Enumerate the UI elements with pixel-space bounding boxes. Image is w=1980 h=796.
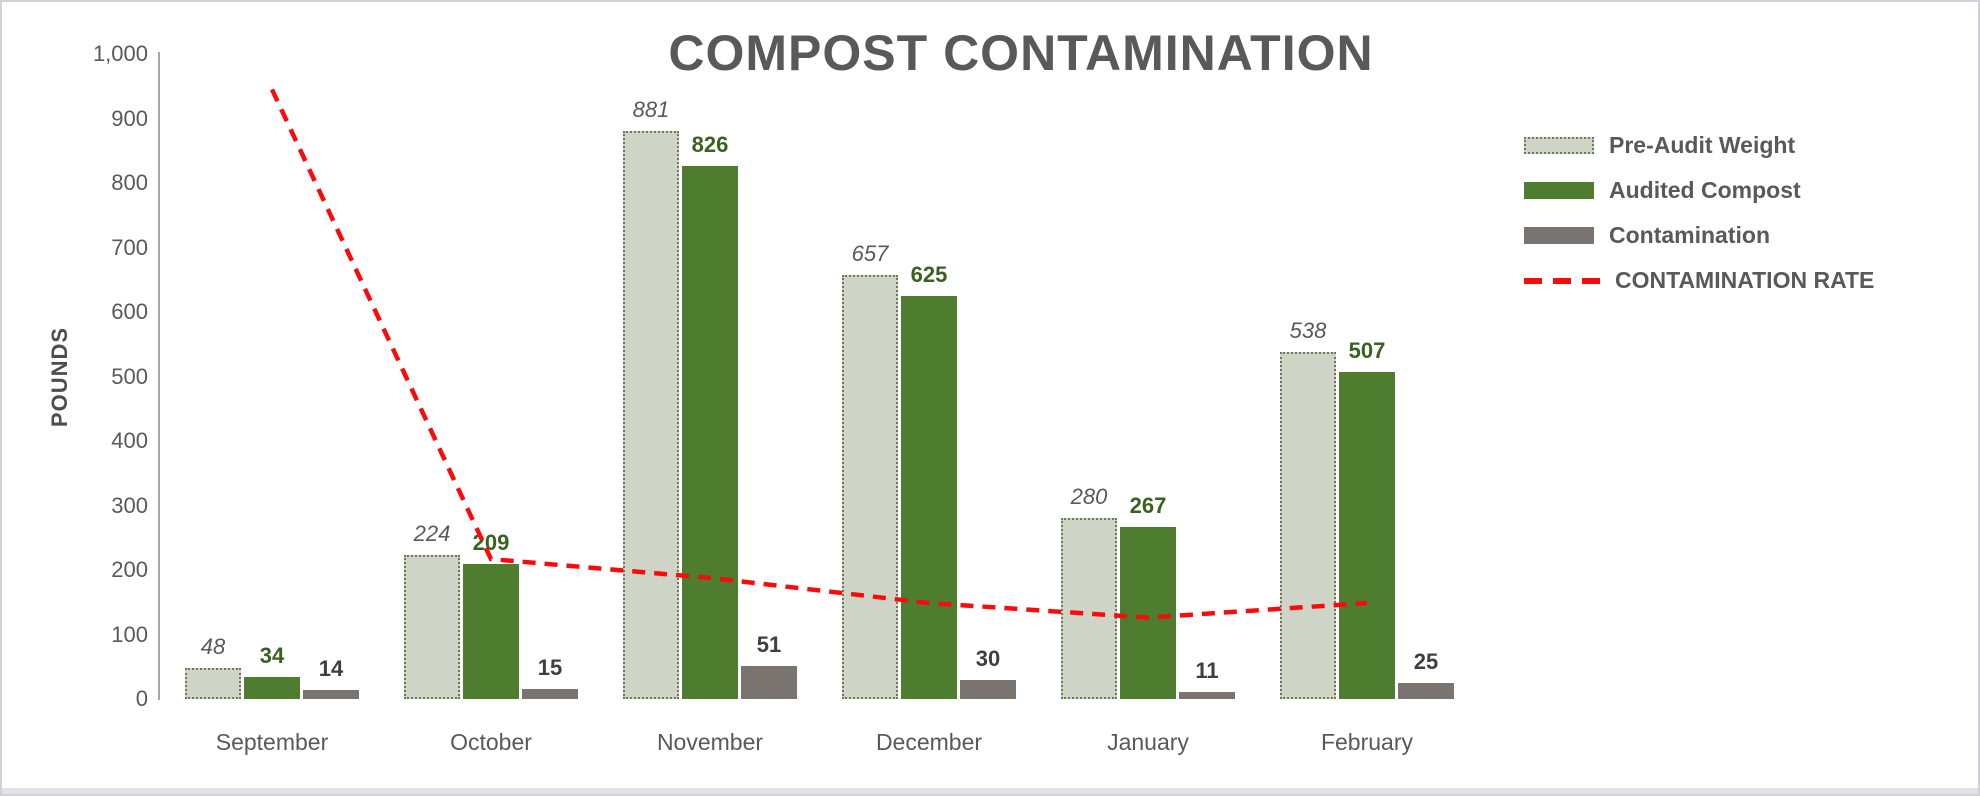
x-axis-label: December — [875, 729, 983, 755]
legend: Pre-Audit Weight Audited Compost Contamina… — [1524, 123, 1874, 303]
legend-label: Contamination — [1609, 222, 1770, 248]
y-axis-tick-label: 600 — [111, 299, 148, 324]
legend-swatch-box — [1524, 227, 1594, 244]
bar-value-label-audited-compost: 34 — [259, 643, 285, 668]
bar-pre-audit-weight — [1061, 518, 1117, 699]
y-axis-tick-label: 400 — [111, 428, 148, 453]
legend-swatch-box — [1524, 137, 1594, 154]
bar-pre-audit-weight — [842, 275, 898, 699]
x-axis-label: February — [1320, 729, 1414, 755]
y-axis-tick-label: 200 — [111, 557, 148, 582]
chart-title: COMPOST CONTAMINATION — [668, 25, 1374, 81]
bar-pre-audit-weight — [623, 131, 679, 699]
x-axis-label: October — [450, 729, 532, 755]
legend-item: CONTAMINATION RATE — [1524, 258, 1874, 303]
bar-value-label-pre-audit-weight: 881 — [632, 97, 670, 122]
bar-contamination — [303, 690, 359, 699]
x-axis-label: January — [1107, 729, 1189, 755]
legend-item: Pre-Audit Weight — [1524, 123, 1874, 168]
bar-contamination — [522, 689, 578, 699]
legend-item: Audited Compost — [1524, 168, 1874, 213]
legend-swatch-dashed-line — [1524, 277, 1600, 284]
bar-value-label-contamination: 30 — [975, 646, 1001, 671]
bar-audited-compost — [682, 166, 738, 699]
bar-contamination — [741, 666, 797, 699]
bar-pre-audit-weight — [1280, 352, 1336, 699]
y-axis-tick-label: 100 — [111, 621, 148, 647]
bar-contamination — [960, 680, 1016, 699]
bar-value-label-audited-compost: 826 — [691, 132, 729, 157]
bar-value-label-audited-compost: 209 — [472, 530, 510, 555]
bar-audited-compost — [901, 296, 957, 699]
bar-contamination — [1398, 683, 1454, 699]
legend-item: Contamination — [1524, 213, 1874, 258]
bar-audited-compost — [244, 677, 300, 699]
legend-label: Audited Compost — [1609, 177, 1801, 203]
y-axis-tick-label: 300 — [111, 492, 148, 518]
x-axis-label: November — [656, 729, 764, 755]
bar-value-label-contamination: 14 — [318, 656, 344, 681]
legend-label: Pre-Audit Weight — [1609, 132, 1796, 158]
bar-value-label-pre-audit-weight: 48 — [200, 634, 226, 659]
bar-value-label-contamination: 25 — [1413, 649, 1439, 674]
bar-pre-audit-weight — [185, 668, 241, 699]
bottom-edge-strip — [2, 788, 1978, 794]
bar-value-label-audited-compost: 267 — [1129, 493, 1167, 518]
y-axis-tick-label: 800 — [111, 170, 148, 195]
bar-value-label-contamination: 11 — [1195, 658, 1219, 683]
bar-value-label-contamination: 51 — [756, 632, 782, 657]
bar-value-label-audited-compost: 625 — [910, 262, 948, 287]
x-axis-label: September — [215, 729, 329, 755]
bar-pre-audit-weight — [404, 555, 460, 699]
y-axis-tick-label: 1,000 — [92, 41, 148, 66]
bar-value-label-audited-compost: 507 — [1348, 338, 1386, 363]
y-axis-tick-label: 500 — [111, 363, 148, 389]
bar-contamination — [1179, 692, 1235, 699]
legend-swatch-box — [1524, 182, 1594, 199]
y-axis-tick-label: 700 — [111, 234, 148, 260]
y-axis-tick-label: 0 — [135, 686, 148, 711]
bar-value-label-contamination: 15 — [537, 655, 563, 680]
legend-label: CONTAMINATION RATE — [1615, 267, 1875, 293]
y-axis-line — [158, 52, 160, 700]
y-axis-tick-label: 900 — [111, 105, 148, 131]
